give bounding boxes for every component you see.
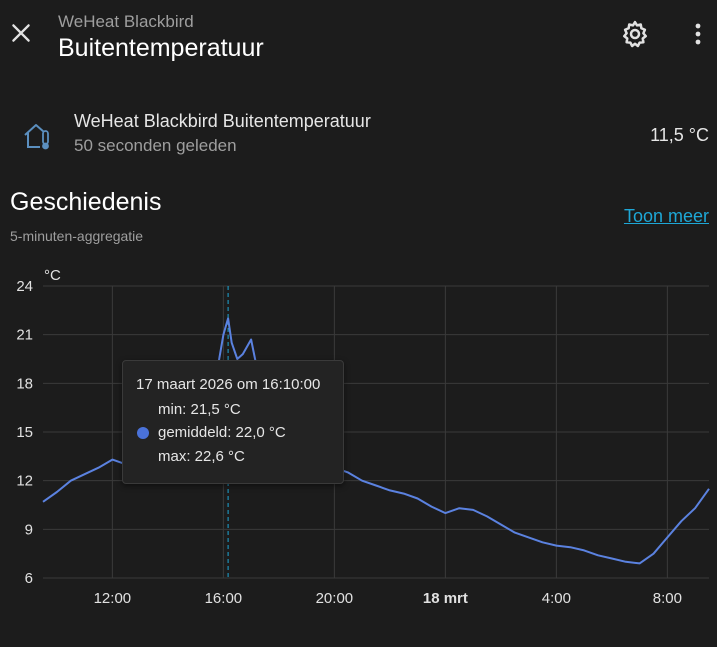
x-tick-label: 12:00 (94, 590, 132, 607)
tooltip-max: max: 22,6 °C (158, 448, 245, 465)
x-tick-label: 8:00 (653, 590, 682, 607)
y-axis-unit: °C (44, 267, 61, 284)
history-chart[interactable]: °C 24 21 18 15 12 9 6 12:00 16:00 20:00 18 mrt 4:0… (0, 262, 717, 617)
home-thermometer-icon (22, 120, 52, 152)
x-tick-label: 20:00 (316, 590, 354, 607)
y-tick-label: 21 (16, 327, 33, 344)
x-tick-label: 16:00 (205, 590, 243, 607)
x-tick-label: 4:00 (542, 590, 571, 607)
tooltip-title: 17 maart 2026 om 16:10:00 (136, 376, 321, 393)
close-button[interactable] (8, 20, 34, 46)
y-tick-label: 6 (25, 570, 33, 587)
settings-button[interactable] (620, 19, 650, 49)
series-dot-icon (137, 427, 149, 439)
y-tick-label: 18 (16, 375, 33, 392)
dialog-title: Buitentemperatuur (58, 34, 264, 62)
more-vertical-icon (695, 23, 701, 45)
dialog-subtitle: WeHeat Blackbird (58, 12, 194, 31)
tooltip-average: gemiddeld: 22,0 °C (158, 424, 286, 441)
y-tick-label: 24 (16, 278, 33, 295)
history-title: Geschiedenis (10, 188, 162, 216)
chart-tooltip: 17 maart 2026 om 16:10:00 min: 21,5 °C g… (122, 360, 344, 484)
entity-state-value: 11,5 °C (650, 125, 709, 145)
more-options-button[interactable] (686, 20, 710, 48)
entity-name: WeHeat Blackbird Buitentemperatuur (74, 111, 371, 131)
y-tick-label: 9 (25, 521, 33, 538)
aggregation-label: 5-minuten-aggregatie (10, 228, 144, 244)
y-axis-ticks: 24 21 18 15 12 9 6 (16, 278, 33, 587)
x-tick-label: 18 mrt (423, 590, 468, 607)
show-more-link[interactable]: Toon meer (623, 206, 709, 226)
y-tick-label: 15 (16, 424, 33, 441)
entity-last-changed: 50 seconden geleden (74, 136, 237, 155)
y-tick-label: 12 (16, 473, 33, 490)
x-axis-ticks: 12:00 16:00 20:00 18 mrt 4:00 8:00 (94, 590, 682, 607)
tooltip-min: min: 21,5 °C (158, 401, 241, 418)
close-icon (12, 24, 30, 42)
gear-icon (623, 20, 647, 48)
